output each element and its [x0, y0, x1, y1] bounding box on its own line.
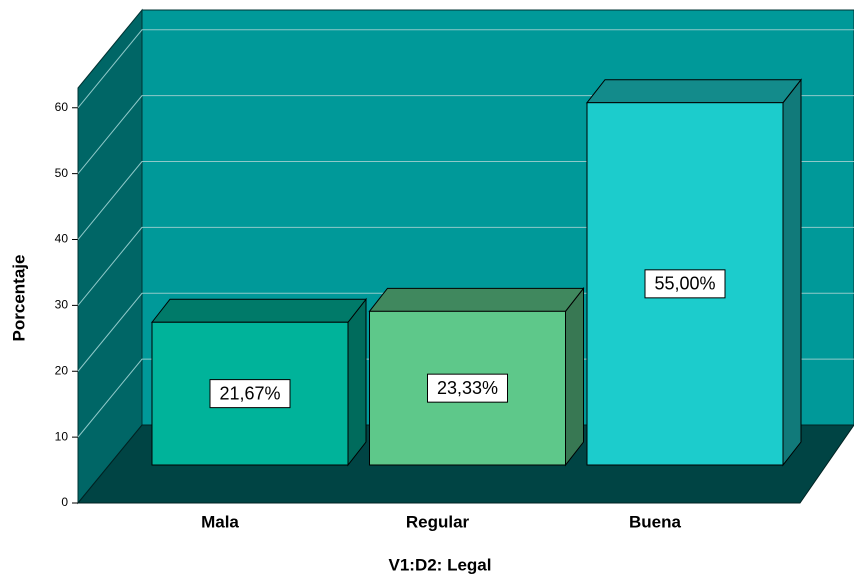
x-tick-label: Regular	[406, 512, 470, 531]
value-label-box	[427, 373, 508, 403]
x-axis-label: V1:D2: Legal	[389, 555, 492, 574]
value-label: 21,67%	[219, 383, 280, 403]
grid-line	[77, 29, 854, 109]
bar-top	[368, 287, 585, 312]
x-tick-label: Buena	[629, 512, 682, 531]
bar-top	[585, 79, 803, 104]
y-tick-label: 50	[55, 166, 69, 180]
y-tick-label: 60	[55, 100, 69, 114]
bar-side	[565, 286, 584, 467]
bar	[369, 310, 566, 466]
y-tick-label: 40	[55, 232, 69, 246]
value-label: 23,33%	[437, 378, 498, 398]
value-label-box	[644, 269, 726, 299]
y-tick-label: 10	[55, 429, 69, 443]
value-label-box	[209, 379, 291, 409]
y-tick-label: 20	[55, 363, 69, 377]
bar-side	[782, 78, 802, 467]
y-axis-label: Porcentaje	[9, 255, 28, 342]
x-tick-label: Mala	[201, 512, 239, 531]
left-wall	[77, 8, 143, 505]
value-label: 55,00%	[654, 274, 715, 294]
y-tick-label: 0	[61, 495, 68, 509]
y-tick-label: 30	[55, 298, 69, 312]
bar-side	[347, 297, 367, 467]
bar-top	[150, 298, 368, 323]
